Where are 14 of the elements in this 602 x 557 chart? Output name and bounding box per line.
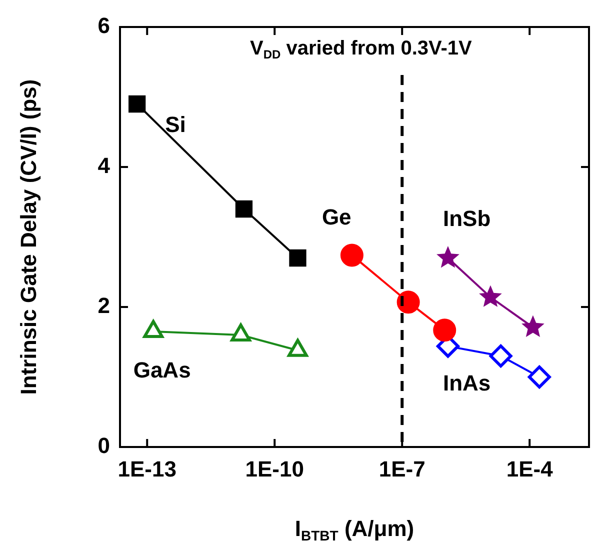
series-label: GaAs — [133, 358, 191, 383]
x-tick-label: 1E-7 — [378, 456, 426, 482]
series-label: InSb — [442, 206, 491, 232]
x-tick-label: 1E-4 — [506, 456, 554, 482]
y-tick-label: 0 — [98, 433, 110, 458]
y-tick-label: 4 — [98, 153, 111, 178]
series-label: InAs — [442, 370, 491, 396]
y-axis-title: Intrinsic Gate Delay (CV/I) (ps) — [16, 79, 42, 395]
y-tick-label: 2 — [98, 293, 110, 318]
x-tick-label: 1E-13 — [118, 456, 176, 482]
y-tick-label: 6 — [98, 13, 110, 38]
series-label: Si — [165, 112, 186, 138]
x-tick-label: 1E-10 — [245, 456, 304, 482]
series-label: Ge — [322, 204, 352, 230]
